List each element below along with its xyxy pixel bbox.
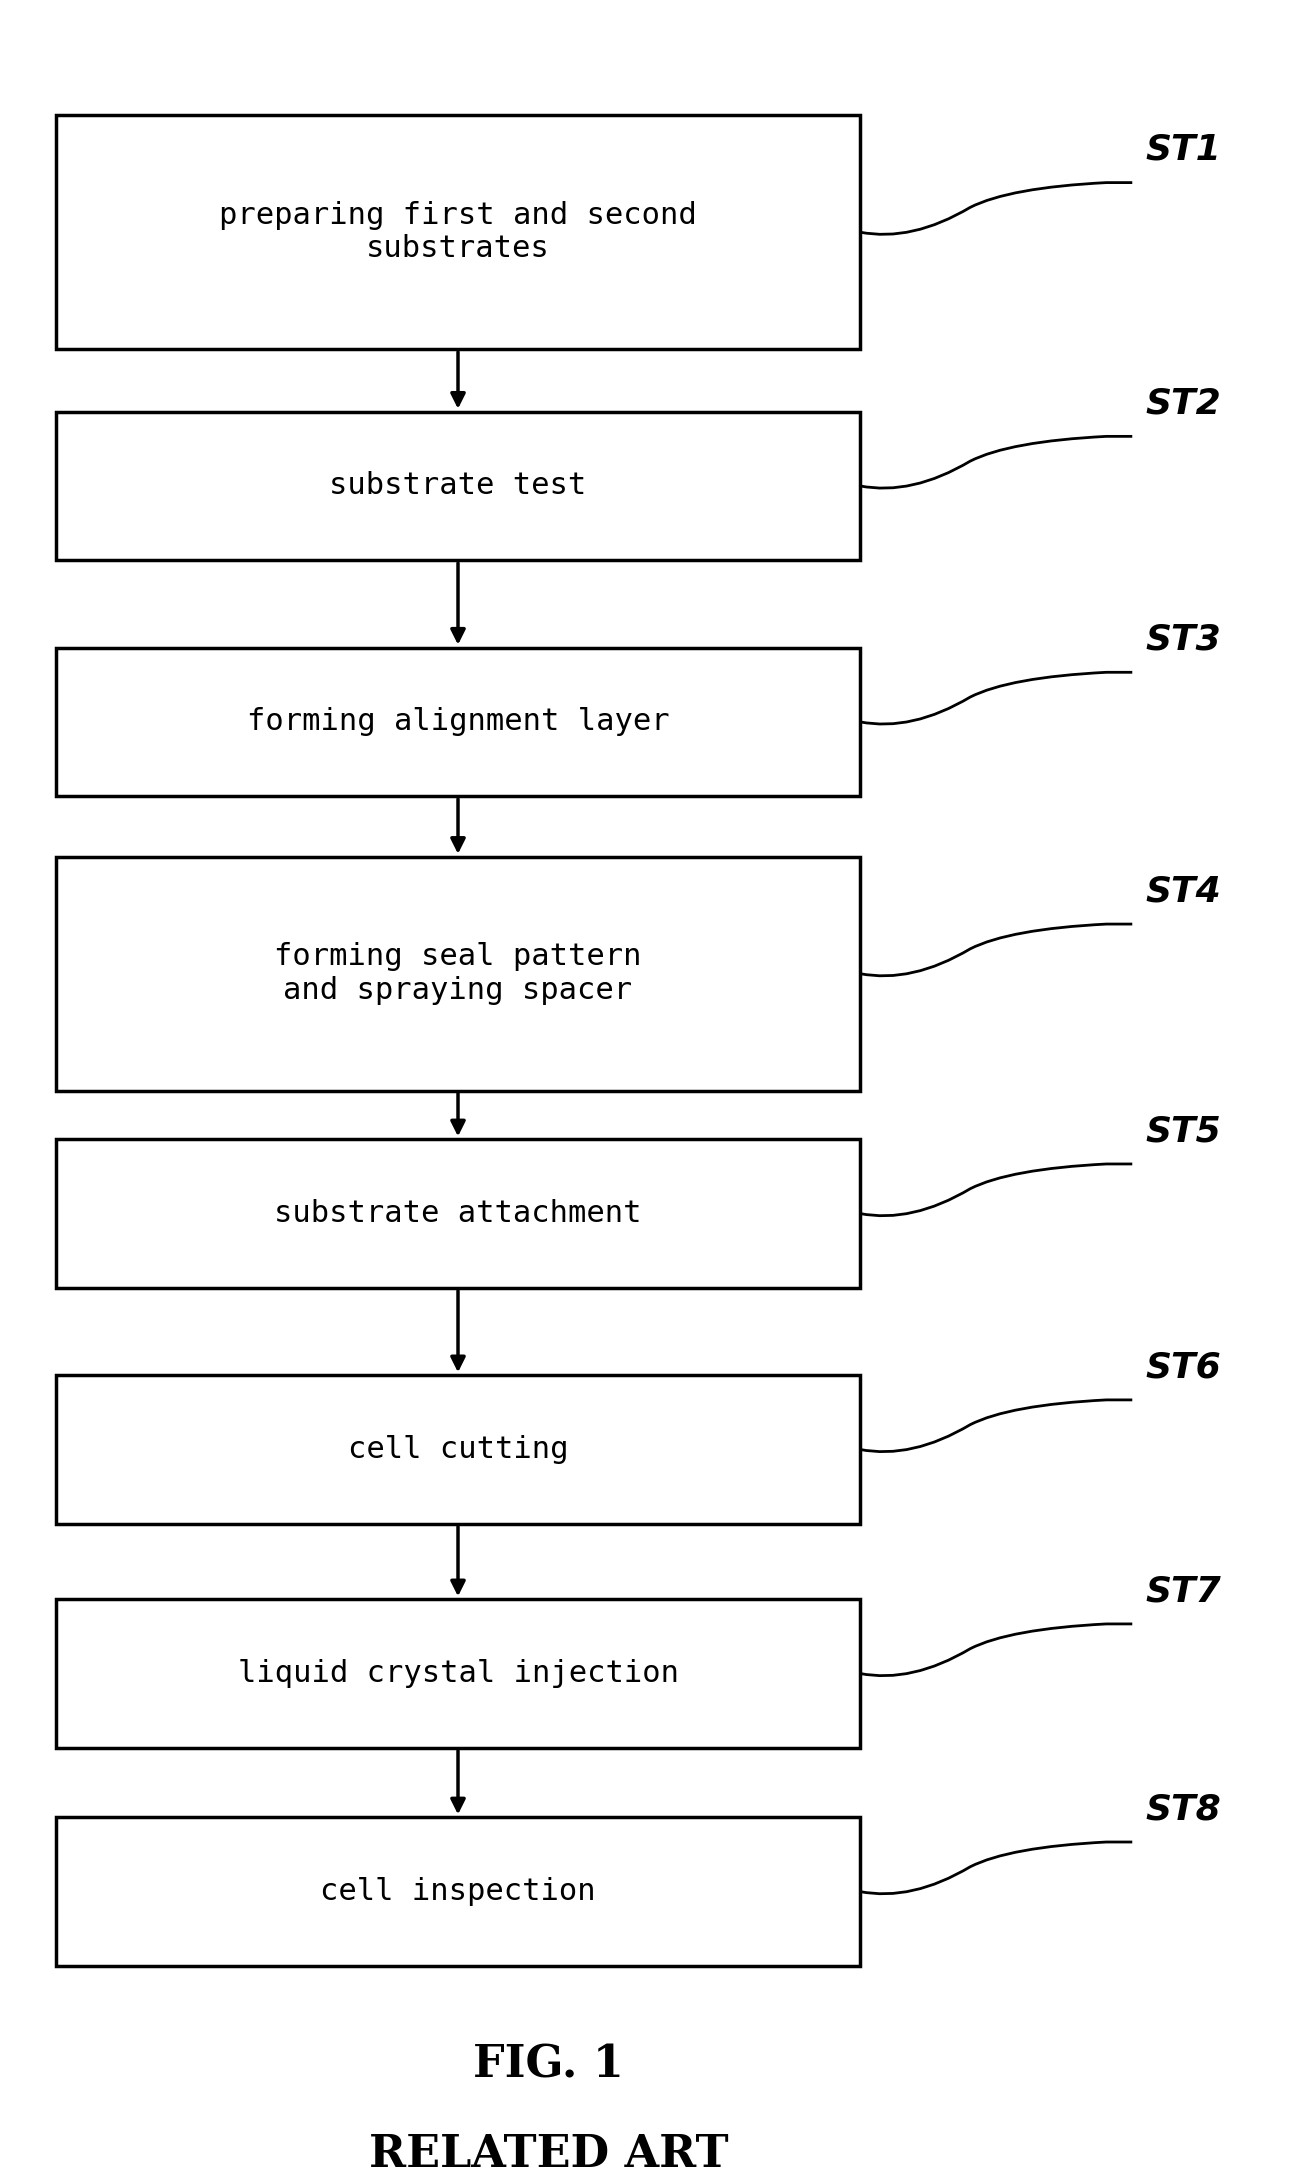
Text: ST7: ST7 <box>1146 1575 1221 1607</box>
Text: ST3: ST3 <box>1146 623 1221 656</box>
Bar <box>56 1374 860 1525</box>
Text: forming alignment layer: forming alignment layer <box>247 708 669 736</box>
Text: ST5: ST5 <box>1146 1115 1221 1148</box>
Text: preparing first and second
substrates: preparing first and second substrates <box>219 200 697 264</box>
Bar <box>56 115 860 348</box>
Text: forming seal pattern
and spraying spacer: forming seal pattern and spraying spacer <box>274 943 642 1004</box>
Bar <box>56 647 860 797</box>
Text: ST4: ST4 <box>1146 873 1221 908</box>
Text: ST6: ST6 <box>1146 1350 1221 1383</box>
Text: ST2: ST2 <box>1146 386 1221 420</box>
Text: substrate test: substrate test <box>329 470 587 501</box>
Text: cell cutting: cell cutting <box>347 1435 568 1464</box>
Text: ST1: ST1 <box>1146 133 1221 168</box>
Bar <box>56 856 860 1091</box>
Bar <box>56 1599 860 1747</box>
Text: cell inspection: cell inspection <box>320 1877 596 1906</box>
Bar <box>56 412 860 560</box>
Text: RELATED ART: RELATED ART <box>369 2132 728 2176</box>
Text: ST8: ST8 <box>1146 1792 1221 1825</box>
Bar <box>56 1816 860 1967</box>
Bar <box>56 1139 860 1287</box>
Text: substrate attachment: substrate attachment <box>274 1200 642 1228</box>
Text: liquid crystal injection: liquid crystal injection <box>238 1660 679 1688</box>
Text: FIG. 1: FIG. 1 <box>474 2043 624 2087</box>
